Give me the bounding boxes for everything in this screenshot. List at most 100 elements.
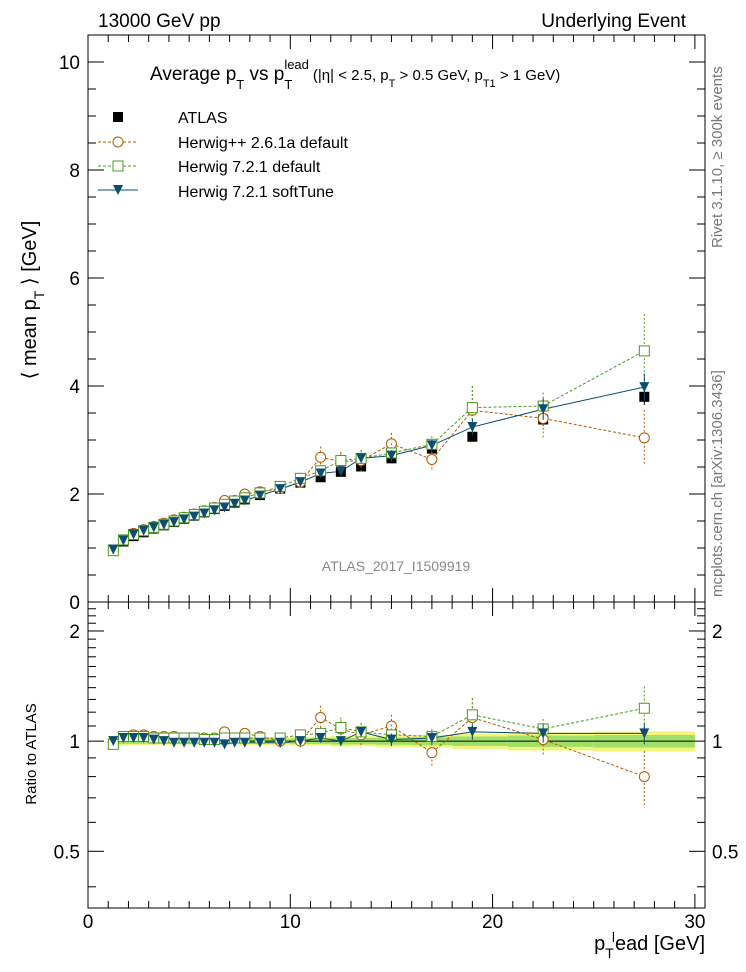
point-herwig7-softtune	[128, 529, 139, 540]
point-herwig7-softtune	[108, 544, 119, 555]
ratio-point-herwig7-softtune	[315, 732, 326, 743]
ratio-tick-label-right: 2	[712, 622, 723, 643]
point-herwig7-softtune	[209, 505, 220, 516]
point-herwig7-softtune	[295, 477, 306, 488]
ratio-point-herwig7-softtune	[254, 737, 265, 748]
point-herwig7-softtune	[179, 514, 190, 525]
analysis-watermark: ATLAS_2017_I1509919	[322, 558, 471, 574]
point-herwig7-softtune	[467, 422, 478, 433]
ratio-point-herwig7-softtune	[158, 736, 169, 747]
header-right: Underlying Event	[541, 11, 686, 32]
ratio-point-herwig7-softtune	[229, 737, 240, 748]
point-herwig7-softtune	[335, 466, 346, 477]
y-tick-label: 6	[69, 269, 80, 290]
ratio-point-herwig7-softtune	[128, 732, 139, 743]
point-herwig7-softtune	[199, 508, 210, 519]
ratio-point-herwig7-default	[638, 702, 650, 714]
point-herwig7-softtune	[275, 484, 286, 495]
ratio-point-herwigpp	[426, 747, 438, 759]
point-herwigpp	[638, 432, 650, 444]
ratio-point-herwig7-default	[466, 709, 478, 721]
legend-label-herwig7-softtune: Herwig 7.2.1 softTune	[178, 184, 334, 201]
ratio-point-herwig7-softtune	[275, 737, 286, 748]
ratio-tick-label-right: 1	[712, 732, 723, 753]
ratio-tick-label: 2	[69, 622, 80, 643]
ratio-plot-frame	[87, 601, 706, 909]
point-herwig7-softtune	[239, 495, 250, 506]
legend-marker-herwigpp	[112, 136, 124, 148]
point-herwig7-softtune	[639, 382, 650, 393]
point-herwig7-softtune	[168, 517, 179, 528]
legend-marker-herwig7-softtune	[113, 185, 123, 195]
point-herwig7-softtune	[229, 498, 240, 509]
ratio-tick-label-right: 0.5	[712, 842, 738, 863]
y-tick-label: 2	[69, 485, 80, 506]
plot-title: Average pT vs pTlead(|η| < 2.5, pT > 0.5…	[150, 57, 560, 92]
point-herwig7-softtune	[219, 502, 230, 513]
point-herwig7-default	[335, 455, 347, 467]
point-atlas	[467, 431, 478, 442]
ratio-point-herwig7-softtune	[335, 736, 346, 747]
point-herwig7-softtune	[426, 440, 437, 451]
ratio-point-herwig7-softtune	[239, 737, 250, 748]
point-herwig7-softtune	[118, 535, 129, 546]
ratio-point-herwig7-softtune	[386, 734, 397, 745]
y-tick-label: 10	[59, 53, 80, 74]
point-herwig7-softtune	[538, 404, 549, 415]
ratio-point-herwig7-softtune	[209, 737, 220, 748]
y-tick-label: 8	[69, 161, 80, 182]
y-tick-label: 0	[69, 593, 80, 614]
rivet-side-text: Rivet 3.1.10, ≥ 300k events	[709, 66, 726, 248]
legend: ATLAS Herwig++ 2.6.1a default Herwig 7.2…	[98, 110, 348, 201]
ratio-point-herwig7-softtune	[199, 737, 210, 748]
x-tick-label: 30	[684, 912, 705, 933]
ratio-point-herwig7-softtune	[148, 734, 159, 745]
x-axis-label: pTlead [GeV]	[594, 929, 705, 961]
header-left: 13000 GeV pp	[98, 11, 221, 32]
point-herwig7-softtune	[315, 468, 326, 479]
ratio-point-herwig7-softtune	[356, 726, 367, 737]
legend-entry-herwig7-default: Herwig 7.2.1 default	[98, 159, 321, 176]
point-herwig7-softtune	[356, 453, 367, 464]
legend-entry-herwig7-softtune: Herwig 7.2.1 softTune	[98, 184, 334, 201]
ratio-point-herwig7-softtune	[179, 737, 190, 748]
ratio-point-herwigpp	[315, 712, 327, 724]
legend-label-herwig7-default: Herwig 7.2.1 default	[178, 159, 321, 176]
point-herwig7-default	[638, 345, 650, 357]
ratio-point-herwig7-softtune	[426, 732, 437, 743]
point-herwig7-softtune	[148, 522, 159, 533]
legend-entry-atlas: ATLAS	[113, 110, 228, 127]
ratio-point-herwig7-softtune	[138, 732, 149, 743]
ratio-point-herwig7-softtune	[538, 728, 549, 739]
legend-marker-herwig7-default	[112, 160, 124, 172]
ratio-point-herwig7-softtune	[219, 739, 230, 750]
point-herwig7-softtune	[138, 525, 149, 536]
ratio-point-herwig7-softtune	[118, 732, 129, 743]
legend-label-herwigpp: Herwig++ 2.6.1a default	[178, 135, 348, 152]
ratio-axis-label: Ratio to ATLAS	[23, 703, 40, 804]
x-tick-label: 10	[280, 912, 301, 933]
ratio-tick-label: 0.5	[54, 842, 80, 863]
legend-entry-herwigpp: Herwig++ 2.6.1a default	[98, 135, 348, 152]
ratio-point-herwig7-softtune	[639, 728, 650, 739]
point-herwigpp	[426, 453, 438, 465]
point-herwig7-default	[466, 402, 478, 414]
point-herwig7-softtune	[158, 519, 169, 530]
ratio-tick-label: 1	[69, 732, 80, 753]
series-line-herwig7-softtune	[112, 386, 645, 550]
legend-label-atlas: ATLAS	[178, 110, 228, 127]
legend-marker-atlas	[113, 112, 123, 122]
series-line-herwigpp	[112, 409, 645, 551]
mcplots-side-text: mcplots.cern.ch [arXiv:1306.3436]	[709, 370, 726, 597]
ratio-line-herwigpp	[113, 716, 645, 778]
point-herwigpp	[315, 451, 327, 463]
ratio-point-herwig7-softtune	[108, 736, 119, 747]
point-herwig7-softtune	[189, 511, 200, 522]
point-herwig7-softtune	[254, 490, 265, 501]
x-tick-label: 0	[83, 912, 94, 933]
ratio-point-herwigpp	[638, 771, 650, 783]
ratio-point-herwig7-softtune	[168, 737, 179, 748]
y-tick-label: 4	[69, 377, 80, 398]
ratio-point-herwig7-default	[335, 721, 347, 733]
